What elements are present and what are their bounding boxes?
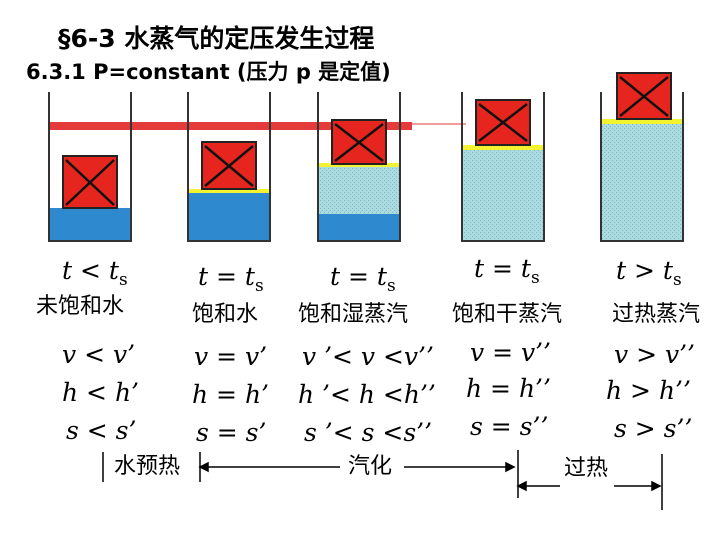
- state-1-temperature: t < ts: [62, 256, 128, 290]
- state-2-name: 饱和水: [192, 302, 259, 327]
- water-fill: [189, 193, 269, 240]
- cylinder-wall: [461, 92, 545, 242]
- arrowhead-left: [198, 461, 209, 473]
- state-4-entropy: s = s’’: [470, 412, 549, 441]
- process-label-preheat: 水预热: [114, 454, 181, 479]
- state-3-entropy: s ’< s <s’’: [304, 418, 433, 447]
- vapor-gap: [189, 189, 269, 193]
- water-fill: [319, 214, 399, 240]
- process-label-superheat: 过热: [564, 456, 609, 481]
- arrowhead-right: [651, 480, 662, 492]
- steam-fill: [463, 150, 543, 240]
- state-4-temperature: t = ts: [474, 254, 540, 288]
- cylinder-5-superheated-steam: [600, 72, 684, 242]
- pressure-bar: [48, 122, 412, 130]
- cylinder-wall: [600, 92, 684, 242]
- steam-fill: [319, 167, 399, 214]
- state-2-entropy: s = s’: [196, 418, 267, 447]
- cylinder-4-dry-steam: [461, 92, 545, 242]
- state-1-enthalpy: h < h’: [62, 378, 139, 407]
- arrowhead-left: [516, 480, 527, 492]
- steam-fill: [602, 124, 682, 240]
- cylinder-wall: [317, 92, 401, 242]
- state-3-name: 饱和湿蒸汽: [298, 302, 409, 327]
- cylinder-3-wet-steam: [317, 92, 401, 242]
- vapor-gap: [463, 145, 543, 150]
- state-5-entropy: s > s’’: [614, 414, 693, 443]
- weight-x-mark: [619, 76, 669, 117]
- state-5-temperature: t > ts: [616, 256, 682, 290]
- state-1-entropy: s < s’: [66, 416, 137, 445]
- weight-x-mark: [204, 145, 254, 187]
- weight-x-mark: [478, 103, 528, 142]
- state-4-volume: v = v’’: [470, 338, 551, 367]
- state-5-volume: v > v’’: [614, 340, 695, 369]
- cylinder-wall: [48, 92, 132, 242]
- state-4-enthalpy: h = h’’: [466, 374, 551, 403]
- cylinder-2-saturated-water: [187, 92, 271, 242]
- state-3-enthalpy: h ’< h <h’’: [298, 380, 436, 409]
- state-2-volume: v = v’: [194, 342, 268, 371]
- state-4-name: 饱和干蒸汽: [452, 302, 563, 327]
- state-3-volume: v ’< v <v’’: [302, 342, 434, 371]
- cylinder-1-unsaturated-water: [48, 92, 132, 242]
- state-2-temperature: t = ts: [198, 262, 264, 296]
- state-1-name: 未饱和水: [36, 294, 125, 319]
- page-subtitle: 6.3.1 P=constant (压力 p 是定值): [26, 60, 391, 84]
- weight-x-mark: [334, 123, 384, 162]
- state-5-name: 过热蒸汽: [612, 302, 701, 327]
- arrowhead-right: [505, 461, 516, 473]
- state-3-temperature: t = ts: [330, 262, 396, 296]
- weight-x-mark: [65, 159, 115, 206]
- page-title: §6-3 水蒸气的定压发生过程: [58, 24, 375, 53]
- process-brackets: [102, 450, 663, 510]
- process-label-vaporization: 汽化: [348, 454, 393, 479]
- state-1-volume: v < v’: [62, 340, 136, 369]
- cylinder-wall: [187, 92, 271, 242]
- water-fill: [50, 208, 130, 240]
- state-2-enthalpy: h = h’: [192, 380, 269, 409]
- state-5-enthalpy: h > h’’: [606, 376, 691, 405]
- vapor-gap: [602, 119, 682, 124]
